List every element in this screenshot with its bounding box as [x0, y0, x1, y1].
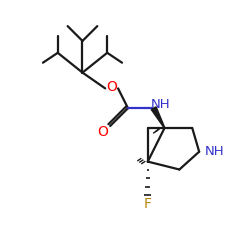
Polygon shape [151, 107, 165, 128]
Text: NH: NH [151, 98, 171, 111]
Text: F: F [144, 197, 152, 211]
Text: O: O [107, 80, 118, 94]
Text: O: O [97, 125, 108, 139]
Text: NH: NH [205, 145, 225, 158]
